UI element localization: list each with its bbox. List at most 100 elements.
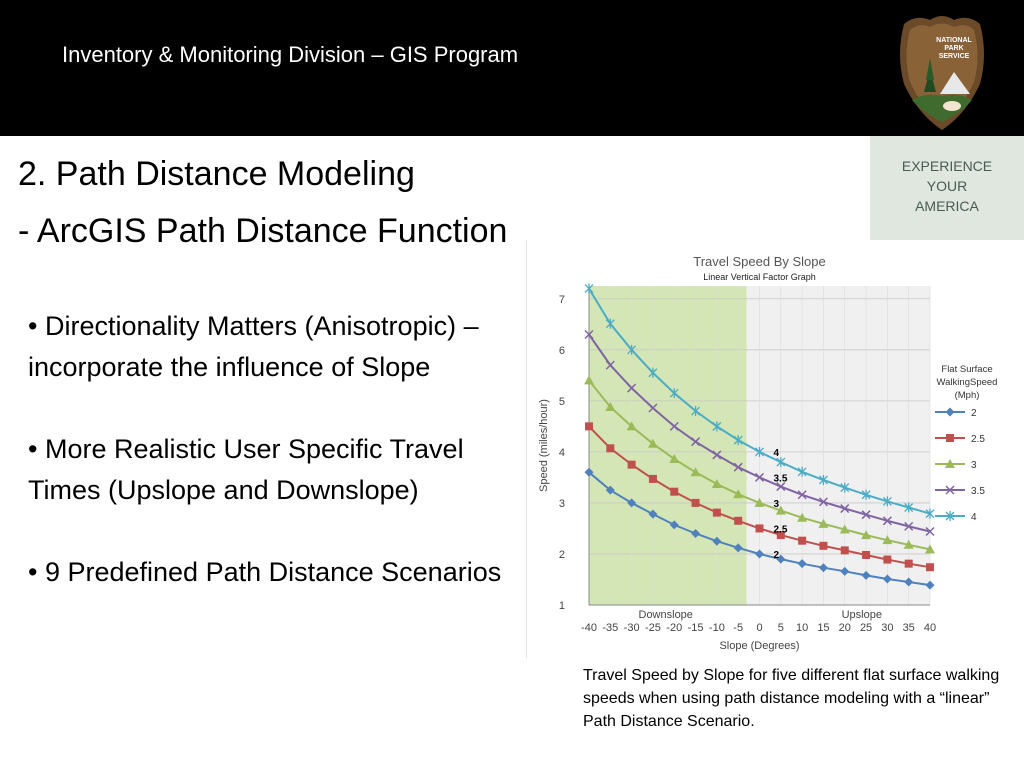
x-tick-label: -15 bbox=[688, 622, 704, 634]
header-bar: Inventory & Monitoring Division – GIS Pr… bbox=[0, 0, 1024, 136]
chart-panel: Travel Speed By Slope Linear Vertical Fac… bbox=[526, 240, 1017, 658]
series-point bbox=[925, 526, 935, 537]
series-point bbox=[776, 457, 786, 468]
experience-line-3: AMERICA bbox=[915, 198, 979, 214]
series-point bbox=[691, 406, 701, 417]
x-tick-label: -10 bbox=[709, 622, 725, 634]
series-point bbox=[776, 531, 785, 540]
downslope-band bbox=[589, 286, 747, 605]
series-point bbox=[776, 482, 786, 492]
series-point bbox=[605, 401, 616, 411]
series-point bbox=[797, 490, 807, 500]
series-point bbox=[606, 444, 615, 453]
logo-line-3: SERVICE bbox=[939, 53, 970, 60]
legend-title: (Mph) bbox=[955, 390, 980, 401]
bullet-item: • Directionality Matters (Anisotropic) –… bbox=[28, 311, 479, 382]
series-point bbox=[925, 508, 935, 519]
bullet-item: • More Realistic User Specific Travel Ti… bbox=[28, 434, 464, 505]
y-tick-label: 6 bbox=[559, 345, 565, 357]
series-point bbox=[711, 479, 722, 489]
series-point bbox=[669, 520, 679, 530]
chart-caption: Travel Speed by Slope for five different… bbox=[583, 667, 1000, 730]
series-point bbox=[733, 462, 743, 472]
series-point bbox=[669, 421, 679, 431]
series-point bbox=[904, 521, 914, 531]
series-point bbox=[605, 360, 615, 370]
slide-subtitle: - ArcGIS Path Distance Function bbox=[18, 212, 508, 250]
series-point bbox=[840, 566, 850, 576]
x-tick-label: 0 bbox=[756, 622, 762, 634]
x-tick-label: 10 bbox=[796, 622, 808, 634]
series-point bbox=[903, 539, 914, 549]
series-point bbox=[862, 550, 871, 559]
legend-label: 3.5 bbox=[971, 486, 985, 497]
y-tick-label: 5 bbox=[559, 396, 565, 408]
series-point bbox=[627, 344, 637, 355]
series-point bbox=[691, 498, 700, 507]
series-point bbox=[926, 563, 934, 572]
bullet-item: • 9 Predefined Path Distance Scenarios bbox=[28, 557, 502, 587]
logo-line-1: NATIONAL bbox=[936, 37, 972, 44]
series-point bbox=[584, 329, 594, 340]
nps-arrowhead-logo: NATIONAL PARK SERVICE bbox=[900, 16, 984, 130]
series-point bbox=[755, 549, 764, 559]
x-tick-label: 35 bbox=[903, 622, 915, 634]
series-point bbox=[733, 489, 744, 499]
y-tick-label: 2 bbox=[559, 549, 565, 561]
experience-panel: EXPERIENCE YOUR AMERICA bbox=[870, 136, 1024, 240]
series-point bbox=[861, 570, 871, 580]
series-point bbox=[861, 510, 871, 520]
chart-subtitle: Linear Vertical Factor Graph bbox=[703, 272, 816, 282]
x-axis-title: Slope (Degrees) bbox=[719, 640, 799, 652]
logo-line-2: PARK bbox=[944, 45, 963, 52]
series-point bbox=[605, 485, 615, 495]
series-point bbox=[627, 383, 637, 393]
experience-line-2: YOUR bbox=[926, 178, 968, 194]
series-point bbox=[818, 563, 828, 573]
series-point bbox=[734, 516, 743, 525]
series-point bbox=[691, 529, 701, 539]
series-point bbox=[648, 403, 658, 413]
series-point bbox=[584, 375, 594, 385]
x-tick-label: 25 bbox=[860, 622, 872, 634]
series-point bbox=[883, 555, 892, 564]
series-point bbox=[626, 421, 637, 431]
region-label-downslope: Downslope bbox=[639, 609, 693, 621]
y-tick-label: 7 bbox=[559, 294, 565, 306]
x-tick-label: 40 bbox=[924, 622, 936, 634]
legend-label: 2 bbox=[971, 408, 977, 419]
series-point bbox=[755, 446, 764, 457]
series-point bbox=[818, 474, 828, 485]
series-point bbox=[839, 524, 850, 534]
x-tick-label: 30 bbox=[881, 622, 893, 634]
series-point bbox=[670, 487, 679, 496]
series-point bbox=[585, 422, 593, 431]
series-point bbox=[627, 460, 636, 469]
series-point bbox=[712, 450, 722, 460]
region-label-upslope: Upslope bbox=[842, 609, 882, 621]
series-point bbox=[648, 474, 657, 483]
upslope-band bbox=[746, 286, 930, 605]
series-point bbox=[754, 497, 765, 507]
y-tick-label: 3 bbox=[559, 498, 565, 510]
series-point bbox=[840, 546, 849, 555]
series-point bbox=[925, 580, 935, 590]
x-tick-label: -35 bbox=[602, 622, 618, 634]
data-label: 4 bbox=[774, 448, 780, 459]
slide-title: 2. Path Distance Modeling bbox=[18, 155, 415, 193]
series-point bbox=[648, 367, 658, 378]
data-label: 3 bbox=[774, 499, 780, 510]
series-point bbox=[754, 472, 765, 482]
legend-marker bbox=[945, 511, 955, 521]
series-point bbox=[776, 554, 786, 564]
series-point bbox=[669, 388, 679, 399]
series-point bbox=[797, 466, 807, 477]
x-tick-label: 20 bbox=[839, 622, 851, 634]
series-point bbox=[840, 482, 850, 493]
legend-label: 3 bbox=[971, 460, 977, 471]
series-point bbox=[627, 498, 637, 508]
series-point bbox=[584, 283, 594, 294]
series-point bbox=[840, 504, 850, 514]
series-point bbox=[775, 505, 786, 515]
legend-label: 2.5 bbox=[971, 434, 985, 445]
